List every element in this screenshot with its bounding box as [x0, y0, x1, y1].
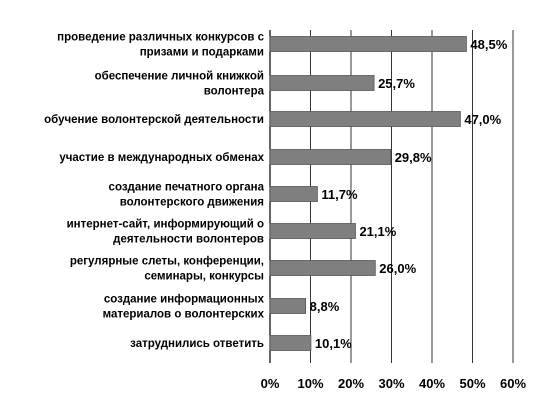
bar-4: [269, 186, 318, 202]
category-labels: проведение различных конкурсов с призами …: [44, 32, 265, 351]
category-label-0-line-0: проведение различных конкурсов с: [57, 32, 264, 44]
category-label-6-line-1: семинары, конкурсы: [144, 271, 264, 283]
value-label-3: 29,8%: [395, 150, 432, 165]
bar-7: [269, 298, 307, 314]
category-label-4-line-1: волонтерского движения: [120, 197, 264, 209]
bar-3: [269, 149, 392, 165]
bar-8: [269, 335, 312, 351]
category-label-7-line-1: материалов о волонтерских: [103, 309, 265, 321]
category-label-6-line-0: регулярные слеты, конференции,: [70, 256, 264, 268]
category-label-3-line-0: участие в международных обменах: [59, 152, 264, 164]
value-label-8: 10,1%: [315, 336, 352, 351]
category-label-1-line-0: обеспечение личной книжкой: [95, 71, 264, 83]
x-tick-label-40: 40%: [419, 376, 445, 391]
category-label-8-line-0: затруднились ответить: [130, 338, 264, 350]
bars: [269, 36, 467, 351]
category-label-4-line-0: создание печатного органа: [109, 182, 265, 194]
value-label-0: 48,5%: [470, 37, 507, 52]
value-label-4: 11,7%: [321, 187, 358, 202]
bar-6: [269, 260, 376, 276]
bar-0: [269, 36, 467, 52]
category-label-7-line-0: создание информационных: [104, 294, 265, 306]
bar-1: [269, 75, 375, 91]
bar-2: [269, 111, 461, 127]
x-axis-tick-labels: 0% 10% 20% 30% 40% 50% 60%: [261, 376, 527, 391]
value-label-7: 8,8%: [310, 299, 340, 314]
value-label-2: 47,0%: [464, 112, 501, 127]
x-tick-label-20: 20%: [338, 376, 364, 391]
category-label-1-line-1: волонтера: [204, 86, 265, 98]
bar-5: [269, 223, 356, 239]
value-label-5: 21,1%: [359, 224, 396, 239]
category-label-5-line-0: интернет-сайт, информирующий о: [67, 219, 264, 231]
x-tick-label-50: 50%: [459, 376, 485, 391]
value-label-6: 26,0%: [379, 261, 416, 276]
category-label-2-line-0: обучение волонтерской деятельности: [44, 114, 264, 126]
category-label-0-line-1: призами и подарками: [140, 47, 264, 59]
x-tick-label-30: 30%: [378, 376, 404, 391]
x-tick-label-0: 0%: [261, 376, 280, 391]
x-tick-label-10: 10%: [297, 376, 323, 391]
category-label-5-line-1: деятельности волонтеров: [113, 234, 264, 246]
value-labels: 48,5% 25,7% 47,0% 29,8% 11,7% 21,1% 26,0% 8,8% 1…: [310, 37, 508, 351]
value-label-1: 25,7%: [378, 76, 415, 91]
x-tick-label-60: 60%: [500, 376, 526, 391]
